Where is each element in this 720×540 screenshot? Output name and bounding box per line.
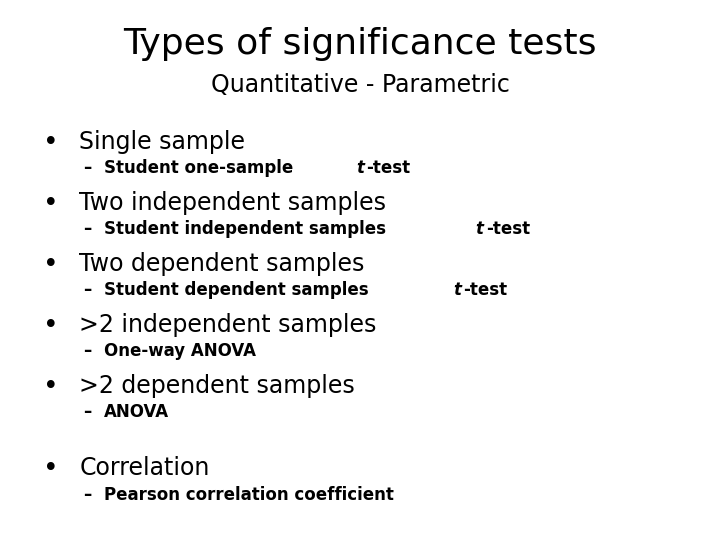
Text: Two independent samples: Two independent samples (79, 191, 386, 214)
Text: -test: -test (366, 159, 410, 177)
Text: •: • (42, 456, 58, 482)
Text: t: t (356, 159, 364, 177)
Text: –: – (83, 281, 91, 299)
Text: t: t (476, 220, 484, 238)
Text: Correlation: Correlation (79, 456, 210, 480)
Text: Pearson correlation coefficient: Pearson correlation coefficient (104, 486, 395, 504)
Text: –: – (83, 403, 91, 421)
Text: Student independent samples: Student independent samples (104, 220, 392, 238)
Text: -test: -test (464, 281, 508, 299)
Text: –: – (83, 342, 91, 360)
Text: >2 dependent samples: >2 dependent samples (79, 374, 355, 397)
Text: •: • (42, 130, 58, 156)
Text: -test: -test (486, 220, 530, 238)
Text: >2 independent samples: >2 independent samples (79, 313, 377, 336)
Text: –: – (83, 220, 91, 238)
Text: –: – (83, 159, 91, 177)
Text: •: • (42, 374, 58, 400)
Text: •: • (42, 252, 58, 278)
Text: t: t (454, 281, 462, 299)
Text: Two dependent samples: Two dependent samples (79, 252, 364, 275)
Text: One-way ANOVA: One-way ANOVA (104, 342, 256, 360)
Text: Single sample: Single sample (79, 130, 246, 153)
Text: Student dependent samples: Student dependent samples (104, 281, 375, 299)
Text: Types of significance tests: Types of significance tests (123, 27, 597, 61)
Text: •: • (42, 191, 58, 217)
Text: ANOVA: ANOVA (104, 403, 169, 421)
Text: •: • (42, 313, 58, 339)
Text: –: – (83, 486, 91, 504)
Text: Quantitative - Parametric: Quantitative - Parametric (210, 73, 510, 97)
Text: Student one-sample: Student one-sample (104, 159, 300, 177)
